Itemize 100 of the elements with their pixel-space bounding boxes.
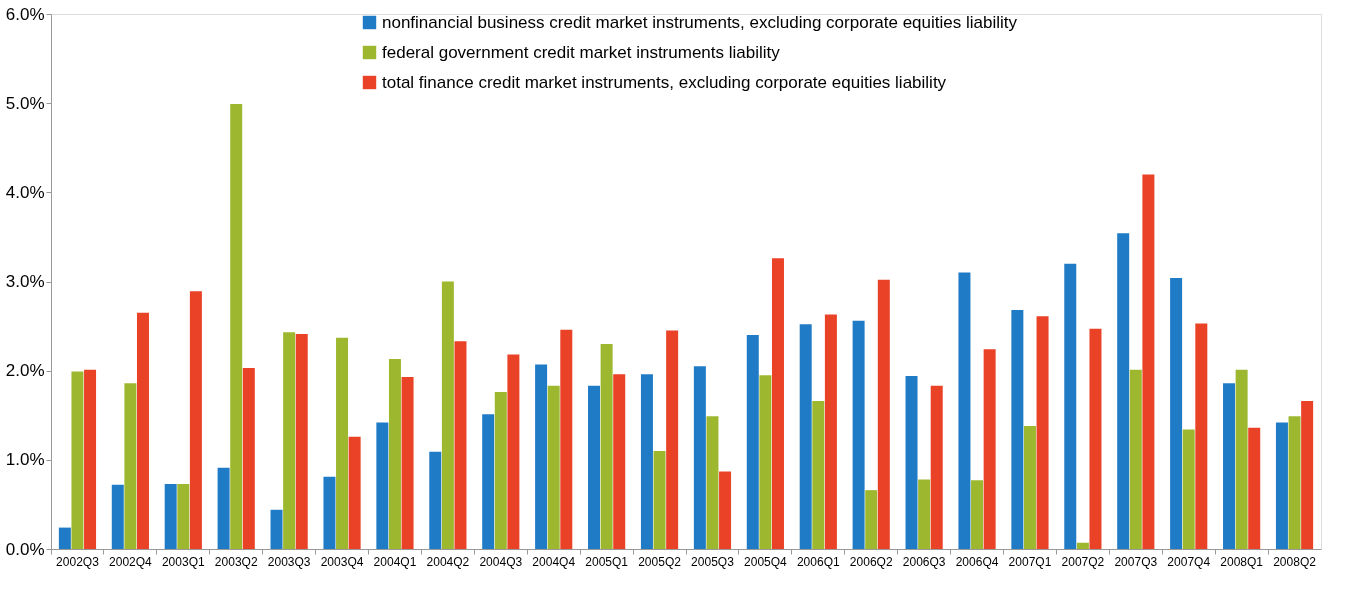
bar: [905, 376, 918, 549]
bar: [1275, 422, 1288, 549]
bar: [1036, 316, 1049, 549]
bar: [388, 359, 401, 549]
y-tick-label: 6.0%: [5, 4, 45, 24]
bar: [429, 451, 442, 549]
y-tick-label: 0.0%: [5, 539, 45, 559]
bar: [124, 383, 137, 549]
bar: [640, 374, 653, 549]
bar: [242, 367, 255, 549]
x-tick-label: 2004Q2: [426, 554, 470, 569]
bar: [71, 371, 84, 549]
bar: [971, 480, 984, 549]
bar: [759, 375, 772, 549]
bar: [560, 329, 573, 549]
bar: [507, 354, 520, 549]
x-tick-label: 2005Q2: [638, 554, 682, 569]
bar: [1089, 328, 1102, 549]
bar: [824, 314, 837, 549]
x-tick-label: 2005Q4: [744, 554, 788, 569]
bar: [706, 416, 719, 549]
x-tick-label: 2004Q3: [479, 554, 523, 569]
x-tick-label: 2004Q1: [373, 554, 417, 569]
x-tick-label: 2006Q4: [955, 554, 999, 569]
y-tick-label: 4.0%: [5, 182, 45, 202]
bar: [441, 281, 454, 549]
bar: [295, 334, 308, 549]
x-tick-label: 2002Q4: [109, 554, 153, 569]
bar: [270, 509, 283, 549]
x-tick-label: 2008Q1: [1220, 554, 1264, 569]
x-tick-label: 2006Q2: [849, 554, 893, 569]
bar: [1064, 263, 1077, 549]
bar: [958, 272, 971, 549]
bar: [799, 324, 812, 549]
bar: [812, 400, 825, 549]
bar: [852, 320, 865, 549]
x-tick-label: 2007Q1: [1008, 554, 1052, 569]
bar: [283, 332, 296, 549]
bar: [1288, 416, 1301, 549]
bar: [1223, 383, 1236, 549]
bar: [1023, 425, 1036, 549]
bar: [164, 483, 177, 549]
bar: [58, 527, 71, 549]
x-tick-label: 2004Q4: [532, 554, 576, 569]
legend-label: federal government credit market instruments liability: [382, 42, 781, 62]
bar: [1129, 369, 1142, 549]
bar: [547, 385, 560, 549]
legend-label: nonfinancial business credit market instruments, excluding corporate equities liability: [382, 12, 1018, 32]
y-tick-label: 5.0%: [5, 93, 45, 113]
bar: [877, 279, 890, 549]
x-tick-label: 2007Q4: [1167, 554, 1211, 569]
x-tick-label: 2005Q3: [691, 554, 735, 569]
bar: [217, 467, 230, 549]
bar: [177, 483, 190, 549]
bar: [693, 366, 706, 549]
bar: [454, 341, 467, 549]
bar: [1076, 542, 1089, 549]
y-tick-label: 1.0%: [5, 450, 45, 470]
x-tick-label: 2006Q1: [796, 554, 840, 569]
bar: [1117, 233, 1130, 549]
bar: [613, 374, 626, 549]
bar: [494, 392, 507, 549]
bar: [1170, 277, 1183, 549]
x-tick-label: 2003Q3: [267, 554, 311, 569]
bar: [189, 291, 202, 549]
x-tick-label: 2003Q2: [214, 554, 258, 569]
bar: [918, 479, 931, 549]
bar: [930, 385, 943, 549]
bar: [666, 330, 679, 549]
bar: [1235, 369, 1248, 549]
bar: [323, 476, 336, 549]
bar: [111, 484, 124, 549]
x-tick-label: 2007Q3: [1114, 554, 1158, 569]
x-tick-label: 2003Q1: [161, 554, 205, 569]
bar: [600, 343, 613, 549]
bar: [1195, 323, 1208, 549]
legend-label: total finance credit market instruments, excluding corporate equities liability: [382, 72, 947, 92]
bar: [84, 369, 97, 549]
bar: [348, 436, 361, 549]
bar: [588, 385, 601, 549]
bar: [1248, 427, 1261, 549]
bar: [746, 335, 759, 549]
bar: [230, 104, 243, 549]
bar: [771, 258, 784, 549]
x-tick-label: 2005Q1: [585, 554, 629, 569]
bar: [983, 349, 996, 549]
bar: [535, 364, 548, 549]
bar: [1301, 400, 1314, 549]
bar: [336, 337, 349, 549]
x-tick-label: 2002Q3: [56, 554, 100, 569]
y-tick-label: 2.0%: [5, 361, 45, 381]
x-tick-label: 2006Q3: [902, 554, 946, 569]
bar: [1011, 310, 1024, 549]
y-tick-label: 3.0%: [5, 272, 45, 291]
bar: [865, 490, 878, 549]
bar: [482, 414, 495, 549]
x-tick-label: 2007Q2: [1061, 554, 1105, 569]
bar: [653, 450, 666, 549]
bar: [1182, 429, 1195, 549]
bar: [136, 312, 149, 549]
